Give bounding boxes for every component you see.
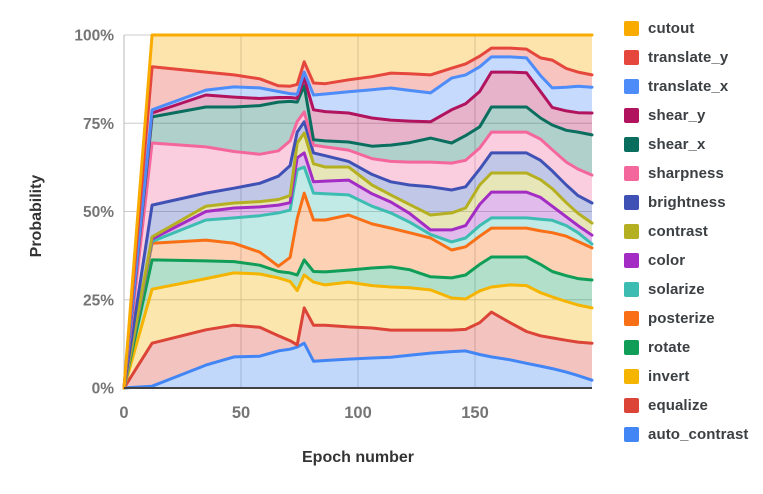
line-cutout [122, 33, 594, 390]
line-brightness [122, 120, 594, 390]
line-translate_y [122, 46, 594, 390]
legend-swatch [624, 311, 639, 326]
line-shear_y [122, 70, 594, 390]
legend-item-cutout: cutout [624, 14, 759, 43]
x-tick-label: 100 [344, 404, 372, 422]
legend-label: rotate [648, 339, 691, 356]
legend-label: contrast [648, 223, 708, 240]
legend-item-contrast: contrast [624, 217, 759, 246]
area-contrast [124, 133, 592, 388]
legend-item-brightness: brightness [624, 188, 759, 217]
area-invert [124, 272, 592, 388]
legend-swatch [624, 166, 639, 181]
legend-label: solarize [648, 281, 705, 298]
y-tick-label: 0% [92, 381, 115, 398]
y-tick-label: 100% [74, 28, 114, 45]
legend-swatch [624, 253, 639, 268]
legend-label: auto_contrast [648, 426, 749, 443]
x-tick-label: 150 [461, 404, 489, 422]
line-translate_x [122, 55, 594, 390]
legend-item-equalize: equalize [624, 391, 759, 420]
legend-swatch [624, 224, 639, 239]
area-shear_y [124, 72, 592, 388]
legend-item-auto_contrast: auto_contrast [624, 420, 759, 449]
legend-swatch [624, 369, 639, 384]
legend-item-shear_y: shear_y [624, 101, 759, 130]
legend-item-posterize: posterize [624, 304, 759, 333]
area-equalize [124, 307, 592, 388]
legend-label: equalize [648, 397, 708, 414]
legend-label: posterize [648, 310, 715, 327]
legend-label: translate_y [648, 49, 729, 66]
line-contrast [122, 131, 594, 390]
legend-swatch [624, 137, 639, 152]
legend-label: invert [648, 368, 690, 385]
area-sharpness [124, 112, 592, 388]
legend-label: shear_x [648, 136, 706, 153]
line-invert [122, 271, 594, 390]
line-sharpness [122, 110, 594, 390]
x-axis-title: Epoch number [301, 449, 415, 466]
x-tick-label: 0 [119, 404, 128, 422]
legend-label: translate_x [648, 78, 729, 95]
area-solarize [124, 167, 592, 388]
legend-item-color: color [624, 246, 759, 275]
legend-item-translate_y: translate_y [624, 43, 759, 72]
legend-label: brightness [648, 194, 726, 211]
line-rotate [122, 255, 594, 390]
legend-item-rotate: rotate [624, 333, 759, 362]
line-auto_contrast [122, 341, 594, 390]
legend-swatch [624, 340, 639, 355]
line-posterize [122, 191, 594, 390]
legend-item-sharpness: sharpness [624, 159, 759, 188]
legend-swatch [624, 427, 639, 442]
y-tick-label: 75% [83, 116, 114, 133]
legend-label: shear_y [648, 107, 706, 124]
area-posterize [124, 193, 592, 388]
line-color [122, 151, 594, 390]
legend-item-shear_x: shear_x [624, 130, 759, 159]
legend-swatch [624, 50, 639, 65]
area-translate_x [124, 56, 592, 389]
y-axis-title: Probability [28, 174, 45, 258]
line-shear_x [122, 84, 594, 390]
area-shear_x [124, 85, 592, 389]
y-tick-label: 50% [83, 204, 114, 221]
area-translate_y [124, 48, 592, 388]
legend-label: color [648, 252, 686, 269]
legend-swatch [624, 195, 639, 210]
legend-label: sharpness [648, 165, 724, 182]
legend-label: cutout [648, 20, 695, 37]
legend-swatch [624, 79, 639, 94]
legend-swatch [624, 398, 639, 413]
y-tick-label: 25% [83, 292, 114, 309]
legend-item-solarize: solarize [624, 275, 759, 304]
x-tick-label: 50 [232, 404, 250, 422]
legend-item-invert: invert [624, 362, 759, 391]
line-solarize [122, 165, 594, 390]
legend-swatch [624, 21, 639, 36]
legend-swatch [624, 282, 639, 297]
line-equalize [122, 306, 594, 390]
legend-swatch [624, 108, 639, 123]
legend-item-translate_x: translate_x [624, 72, 759, 101]
area-rotate [124, 257, 592, 388]
